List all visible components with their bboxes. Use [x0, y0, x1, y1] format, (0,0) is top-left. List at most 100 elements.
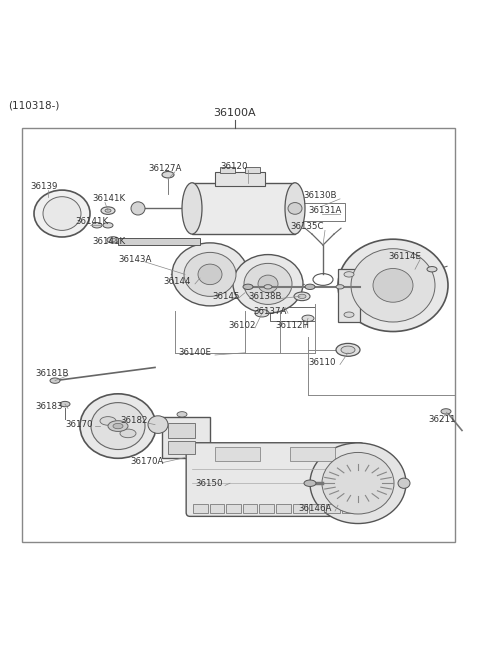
Ellipse shape — [373, 269, 413, 302]
Ellipse shape — [120, 429, 136, 438]
Ellipse shape — [162, 172, 174, 178]
Ellipse shape — [107, 236, 119, 243]
Ellipse shape — [258, 275, 278, 293]
Ellipse shape — [341, 346, 355, 354]
Ellipse shape — [113, 423, 123, 429]
Text: 36183: 36183 — [35, 402, 62, 411]
Ellipse shape — [243, 284, 253, 290]
Text: 36130B: 36130B — [303, 191, 336, 200]
Bar — [192, 183, 295, 234]
Ellipse shape — [344, 272, 354, 277]
Bar — [215, 172, 265, 187]
Ellipse shape — [80, 394, 156, 458]
Ellipse shape — [198, 264, 222, 285]
Ellipse shape — [43, 196, 81, 231]
Ellipse shape — [294, 292, 310, 301]
Bar — [162, 417, 210, 458]
Text: 36141K: 36141K — [92, 237, 125, 246]
Bar — [168, 441, 195, 454]
Bar — [276, 504, 290, 513]
Text: 36181B: 36181B — [35, 369, 69, 378]
Bar — [220, 166, 235, 173]
Bar — [243, 504, 257, 513]
Bar — [22, 128, 455, 542]
Ellipse shape — [92, 223, 102, 228]
Ellipse shape — [336, 343, 360, 356]
Ellipse shape — [264, 285, 272, 289]
Bar — [215, 447, 260, 461]
Ellipse shape — [427, 267, 437, 272]
Ellipse shape — [336, 285, 344, 289]
Bar — [245, 166, 260, 173]
Ellipse shape — [310, 443, 406, 523]
Bar — [270, 307, 315, 320]
Ellipse shape — [302, 315, 314, 322]
FancyBboxPatch shape — [186, 443, 364, 516]
Ellipse shape — [91, 403, 145, 449]
Ellipse shape — [100, 417, 116, 425]
Ellipse shape — [60, 402, 70, 407]
Ellipse shape — [398, 478, 410, 489]
Text: 36131A: 36131A — [308, 206, 341, 215]
Bar — [118, 238, 200, 245]
Text: 36170: 36170 — [65, 420, 93, 429]
Text: 36141K: 36141K — [75, 217, 108, 226]
Bar — [168, 423, 195, 438]
Text: 36146A: 36146A — [298, 504, 331, 514]
Bar — [210, 504, 224, 513]
Ellipse shape — [103, 223, 113, 228]
Ellipse shape — [244, 263, 292, 305]
Text: 36112H: 36112H — [275, 321, 309, 330]
Ellipse shape — [305, 284, 315, 290]
Text: 36127A: 36127A — [148, 164, 181, 173]
Ellipse shape — [50, 378, 60, 383]
Ellipse shape — [182, 183, 202, 234]
Text: 36137A: 36137A — [253, 307, 287, 316]
Ellipse shape — [338, 239, 448, 331]
Bar — [226, 504, 241, 513]
Bar — [259, 504, 274, 513]
Bar — [338, 269, 360, 322]
Text: 36102: 36102 — [228, 321, 255, 330]
Ellipse shape — [322, 453, 394, 514]
Ellipse shape — [441, 409, 451, 414]
Bar — [342, 504, 357, 513]
Text: 36110: 36110 — [308, 358, 336, 367]
Text: 36144: 36144 — [163, 277, 191, 286]
Bar — [300, 203, 345, 221]
Text: 36135C: 36135C — [290, 222, 324, 231]
Text: 36139: 36139 — [30, 182, 58, 191]
Ellipse shape — [233, 255, 303, 313]
Bar — [193, 504, 207, 513]
Text: 36182: 36182 — [120, 417, 147, 426]
Ellipse shape — [344, 312, 354, 318]
Text: 36120: 36120 — [220, 162, 248, 171]
Ellipse shape — [288, 202, 302, 214]
Text: 36143A: 36143A — [118, 255, 151, 264]
Text: 36114E: 36114E — [388, 252, 421, 261]
Ellipse shape — [255, 309, 269, 317]
Text: 36100A: 36100A — [214, 108, 256, 118]
Ellipse shape — [184, 252, 236, 296]
Ellipse shape — [131, 202, 145, 215]
Ellipse shape — [148, 416, 168, 434]
Bar — [360, 262, 420, 276]
Text: 36138B: 36138B — [248, 292, 281, 301]
Ellipse shape — [177, 411, 187, 417]
Text: 36211: 36211 — [428, 415, 456, 424]
Ellipse shape — [108, 421, 128, 432]
Text: 36140E: 36140E — [178, 348, 211, 357]
Ellipse shape — [172, 243, 248, 306]
Ellipse shape — [351, 249, 435, 322]
Ellipse shape — [34, 190, 90, 237]
Ellipse shape — [298, 294, 306, 299]
Ellipse shape — [304, 480, 316, 487]
Text: 36145: 36145 — [212, 292, 240, 301]
Text: 36141K: 36141K — [92, 195, 125, 204]
Ellipse shape — [101, 207, 115, 214]
Bar — [326, 504, 340, 513]
Ellipse shape — [110, 238, 116, 242]
Bar — [290, 447, 335, 461]
Bar — [309, 504, 324, 513]
Text: 36170A: 36170A — [130, 457, 163, 466]
